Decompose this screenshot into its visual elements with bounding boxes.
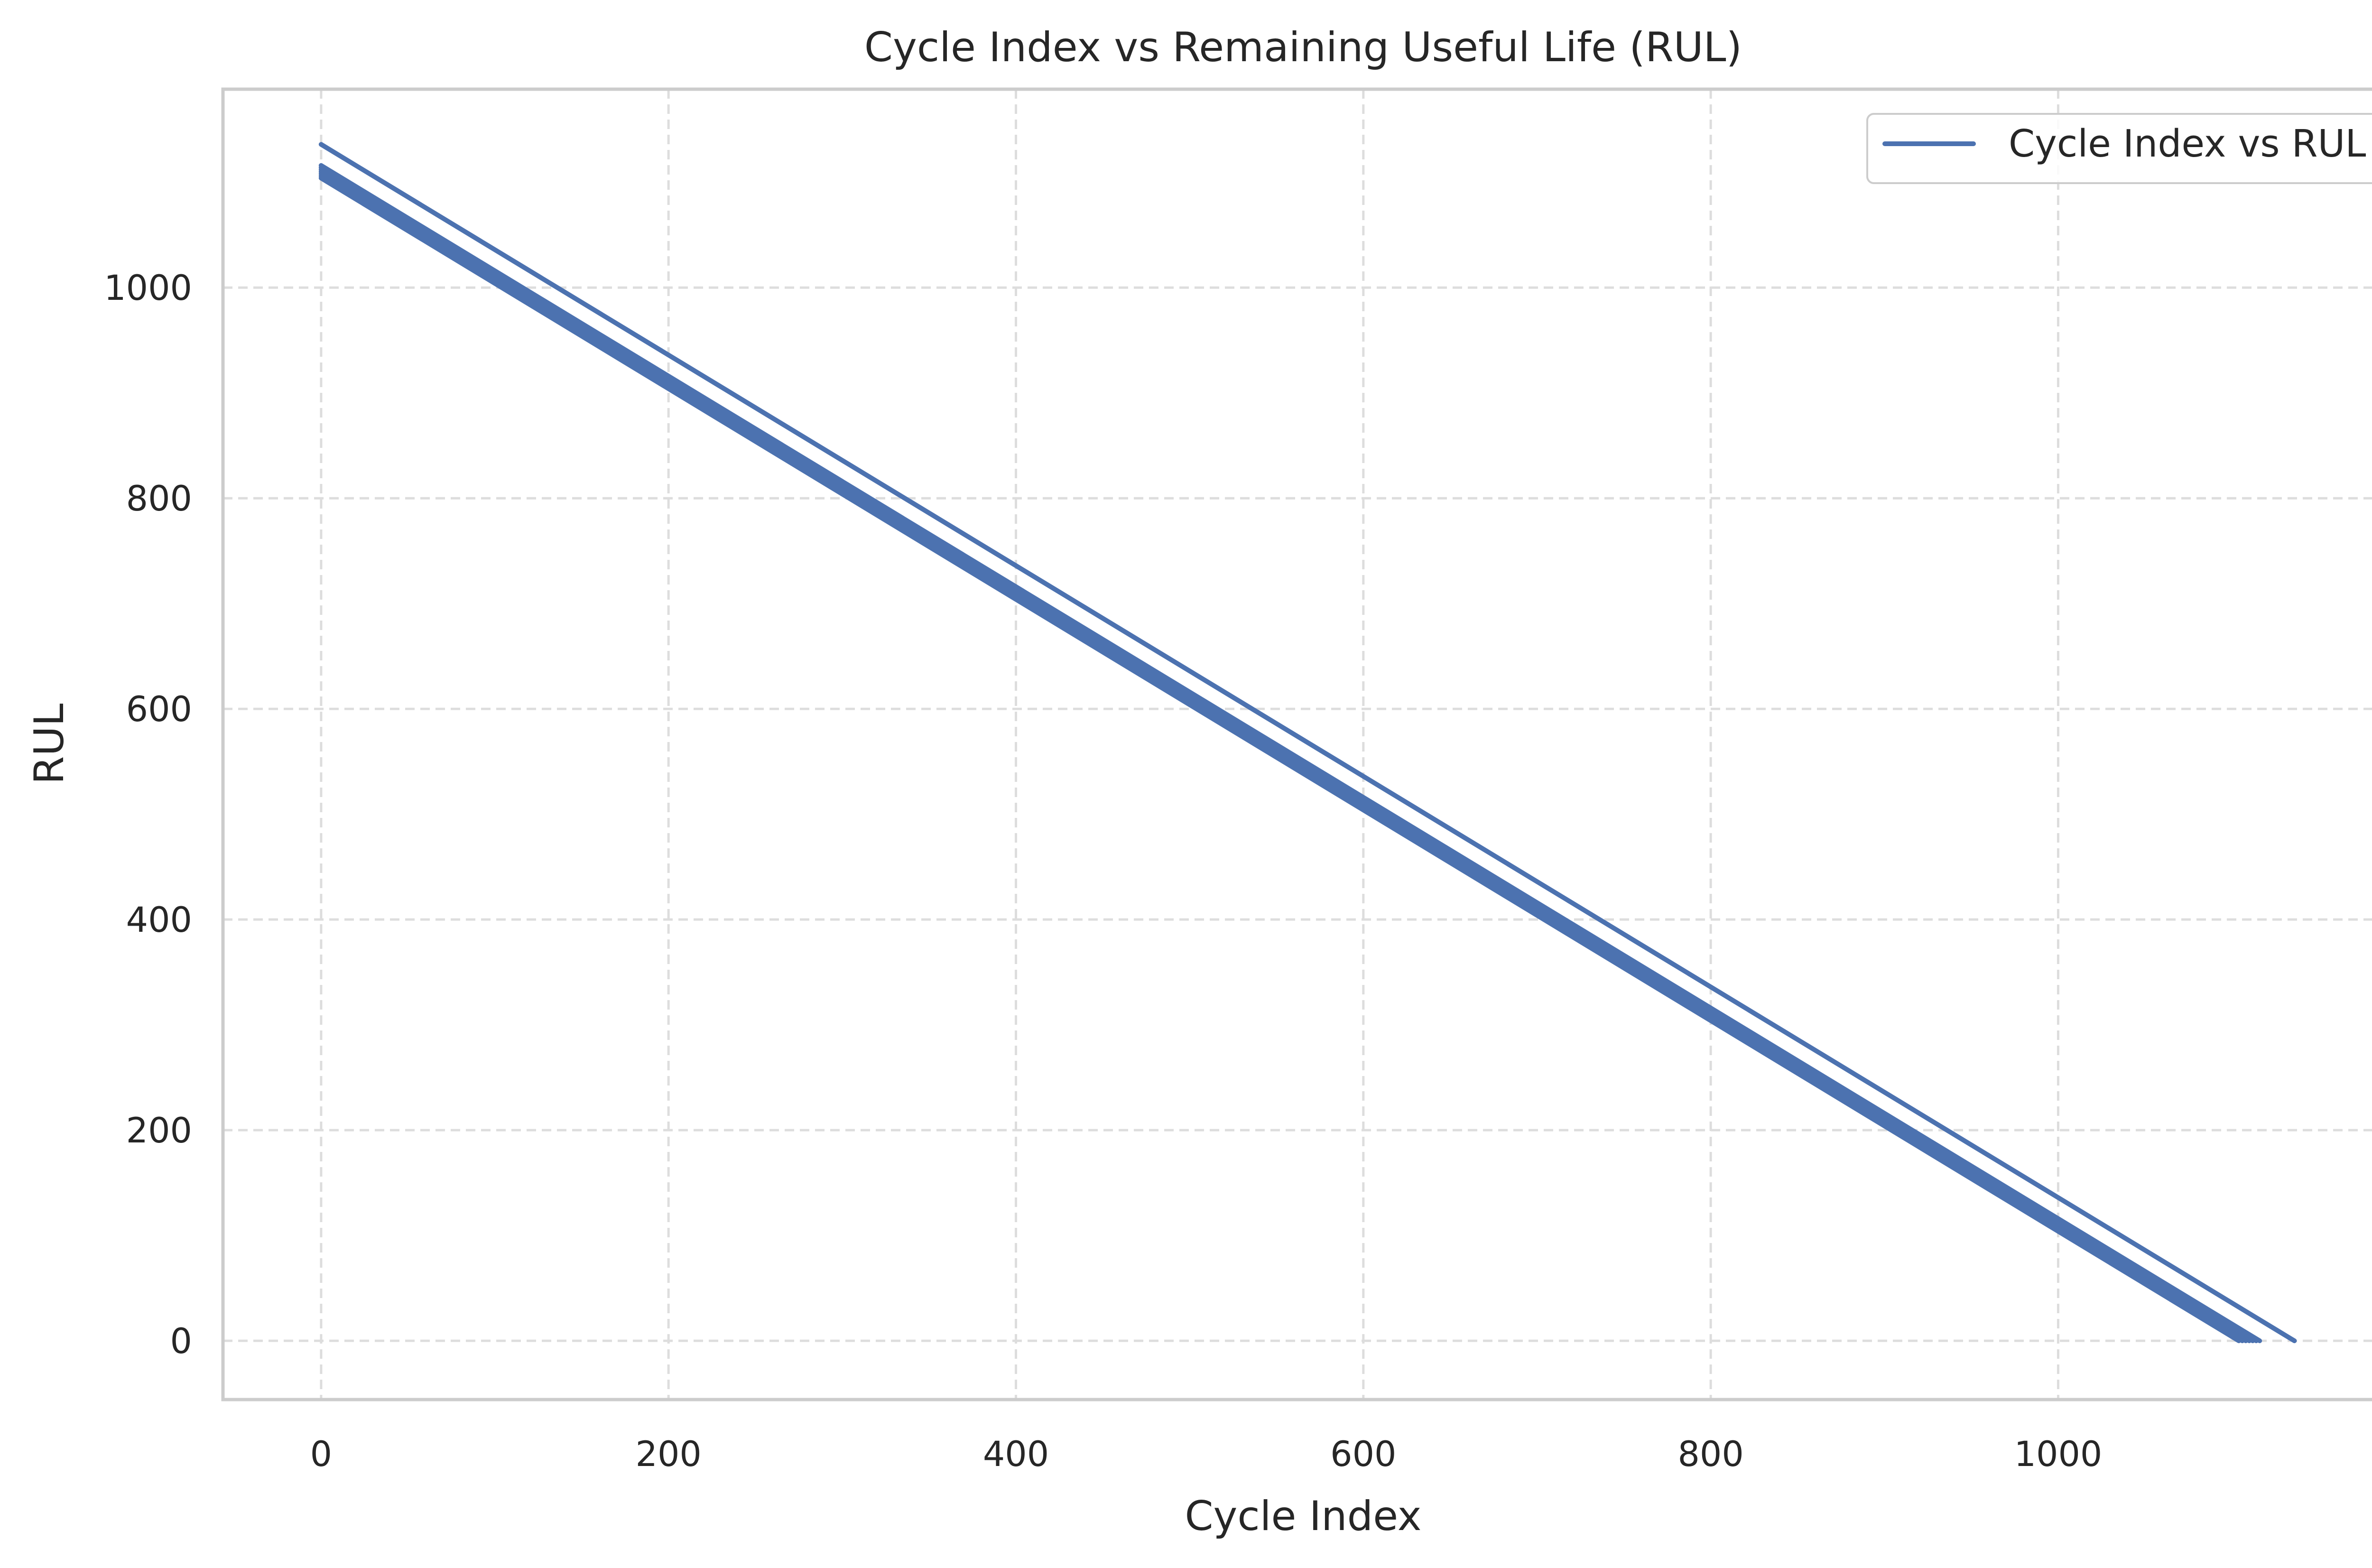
y-axis-label: RUL bbox=[26, 704, 73, 785]
y-tick-label: 200 bbox=[126, 1111, 192, 1151]
chart-title: Cycle Index vs Remaining Useful Life (RU… bbox=[864, 24, 1742, 71]
series-layer bbox=[318, 142, 2297, 1344]
x-tick-label: 800 bbox=[1677, 1434, 1743, 1475]
y-tick-label: 600 bbox=[126, 689, 192, 730]
legend-box bbox=[1866, 113, 2372, 184]
y-tick-labels: 0 200 400 600 800 1000 bbox=[104, 268, 192, 1362]
y-tick-label: 1000 bbox=[104, 268, 192, 308]
y-tick-label: 400 bbox=[126, 900, 192, 940]
series-line-run bbox=[318, 142, 2297, 1344]
legend: Cycle Index vs RUL bbox=[1866, 113, 2372, 184]
plot-frame bbox=[221, 87, 2372, 1401]
series-line-run bbox=[318, 163, 2262, 1344]
y-tick-label: 0 bbox=[170, 1321, 192, 1362]
y-tick-label: 800 bbox=[126, 479, 192, 519]
x-tick-label: 1000 bbox=[2014, 1434, 2103, 1475]
x-tick-label: 200 bbox=[636, 1434, 702, 1475]
plot-area bbox=[223, 89, 2372, 1400]
y-gridlines bbox=[223, 286, 2372, 1342]
x-tick-labels: 0 200 400 600 800 1000 bbox=[310, 1434, 2103, 1475]
x-tick-label: 400 bbox=[983, 1434, 1049, 1475]
x-tick-label: 600 bbox=[1330, 1434, 1396, 1475]
x-tick-label: 0 bbox=[310, 1434, 332, 1475]
legend-label: Cycle Index vs RUL bbox=[2009, 122, 2366, 166]
x-axis-label: Cycle Index bbox=[1185, 1493, 1421, 1540]
x-gridlines bbox=[320, 89, 2059, 1400]
